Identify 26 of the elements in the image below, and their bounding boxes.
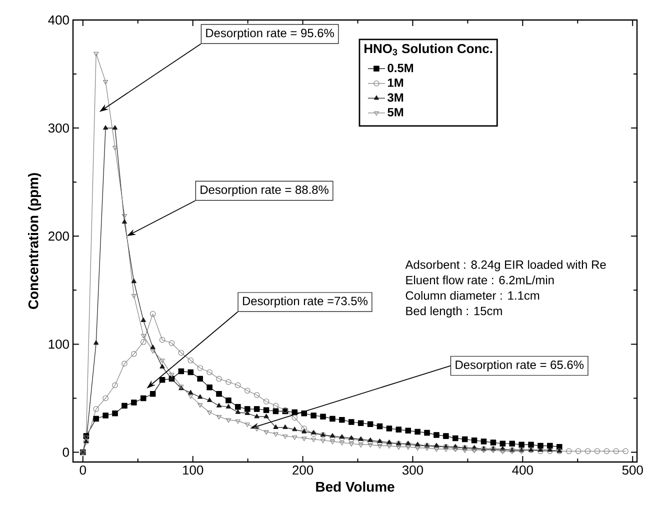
annotation: Bed length : 15cm (406, 306, 502, 318)
x-tick-label: 300 (402, 466, 424, 475)
x-tick-label: 100 (183, 466, 204, 475)
legend-label: 0.5M (388, 64, 414, 72)
annotation: Desorption rate = 95.6% (206, 28, 334, 40)
annotation: Desorption rate =73.5% (243, 296, 368, 308)
y-tick-label: 0 (62, 448, 69, 457)
x-tick-label: 400 (512, 466, 533, 475)
y-axis-title: Concentration (ppm) (28, 173, 42, 309)
annotation: Column diameter : 1.1cm (406, 290, 540, 300)
annotation: Adsorbent : 8.24g EIR loaded with Re (405, 260, 606, 272)
x-axis-title: Bed Volume (316, 482, 394, 492)
legend-title: HNO$_{3}$ Solution Conc. (364, 44, 492, 56)
annotation: Desorption rate = 88.8% (200, 185, 328, 196)
x-tick-label: 500 (622, 466, 643, 475)
annotation: Desorption rate = 65.6% (456, 360, 584, 372)
x-tick-label: 200 (292, 466, 314, 475)
y-tick-label: 300 (48, 123, 69, 133)
legend-label: 5M (388, 108, 404, 116)
y-tick-label: 100 (48, 340, 69, 349)
y-tick-label: 200 (48, 232, 69, 241)
annotation: Eluent flow rate : 6.2mL/min (406, 276, 554, 284)
x-tick-label: 0 (80, 466, 86, 475)
y-tick-label: 400 (48, 15, 69, 25)
legend-label: 1M (388, 78, 404, 87)
legend-label: 3M (388, 93, 404, 102)
